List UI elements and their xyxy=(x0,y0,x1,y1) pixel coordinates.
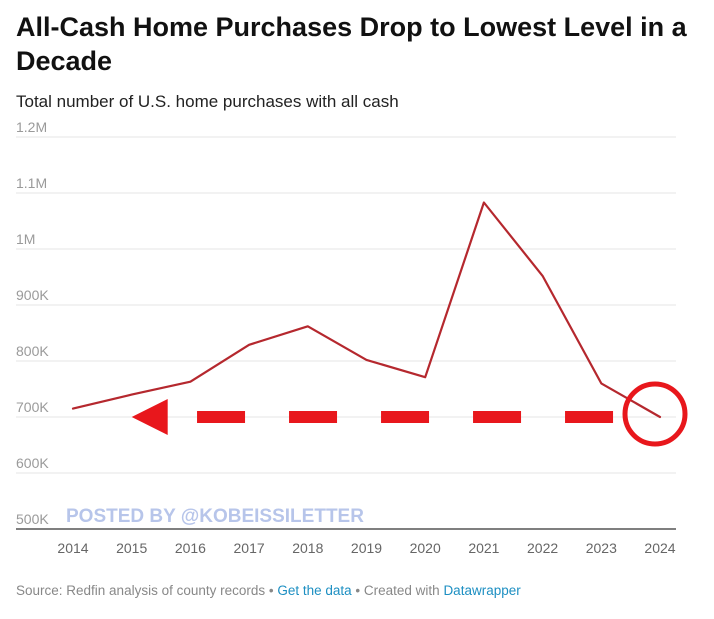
series-line-all-cash-purchases xyxy=(71,201,662,419)
data-point-2020 xyxy=(424,376,426,378)
x-tick-2017: 2017 xyxy=(234,540,265,556)
x-tick-2016: 2016 xyxy=(175,540,206,556)
y-tick-700k: 700K xyxy=(16,399,49,415)
y-tick-1m: 1M xyxy=(16,231,35,247)
x-tick-2014: 2014 xyxy=(57,540,88,556)
get-the-data-link[interactable]: Get the data xyxy=(277,583,352,598)
x-tick-2024: 2024 xyxy=(644,540,675,556)
chart-subtitle: Total number of U.S. home purchases with… xyxy=(16,92,399,111)
x-tick-2015: 2015 xyxy=(116,540,147,556)
highlight-circle-2024 xyxy=(622,381,688,447)
x-tick-2021: 2021 xyxy=(468,540,499,556)
data-point-2022 xyxy=(541,275,543,277)
chart-title: All-Cash Home Purchases Drop to Lowest L… xyxy=(16,12,687,76)
x-tick-2023: 2023 xyxy=(586,540,617,556)
y-tick-900k: 900K xyxy=(16,287,49,303)
watermark-text: POSTED BY @KOBEISSILETTER xyxy=(66,506,364,527)
data-point-2018 xyxy=(307,325,309,327)
footer-created-with: • Created with xyxy=(351,583,444,598)
footer-separator: • xyxy=(265,583,278,598)
data-point-2017 xyxy=(248,344,250,346)
annotation-layer xyxy=(131,381,688,447)
series-points xyxy=(72,201,661,418)
data-point-2023 xyxy=(600,382,602,384)
x-tick-2022: 2022 xyxy=(527,540,558,556)
data-point-2024 xyxy=(659,416,661,418)
footer: Source: Redfin analysis of county record… xyxy=(16,583,521,598)
y-tick-600k: 600K xyxy=(16,455,49,471)
datawrapper-link[interactable]: Datawrapper xyxy=(443,583,521,598)
y-tick-500k: 500K xyxy=(16,511,49,527)
data-point-2014 xyxy=(72,407,74,409)
y-tick-1-2m: 1.2M xyxy=(16,119,47,135)
x-tick-2018: 2018 xyxy=(292,540,323,556)
data-point-2016 xyxy=(189,381,191,383)
data-point-2015 xyxy=(131,393,133,395)
y-tick-1-1m: 1.1M xyxy=(16,175,47,191)
arrow-head xyxy=(131,399,168,435)
x-axis-ticks: 2014 2015 2016 2017 2018 2019 2020 2021 2022 2023… xyxy=(57,540,675,556)
footer-source: Source: Redfin analysis of county record… xyxy=(16,583,266,598)
x-tick-2020: 2020 xyxy=(410,540,441,556)
data-point-2019 xyxy=(365,359,367,361)
data-point-2021 xyxy=(483,201,485,203)
x-tick-2019: 2019 xyxy=(351,540,382,556)
y-axis-ticks: 1.2M 1.1M 1M 900K 800K 700K 600K 500K xyxy=(16,119,49,527)
y-tick-800k: 800K xyxy=(16,343,49,359)
